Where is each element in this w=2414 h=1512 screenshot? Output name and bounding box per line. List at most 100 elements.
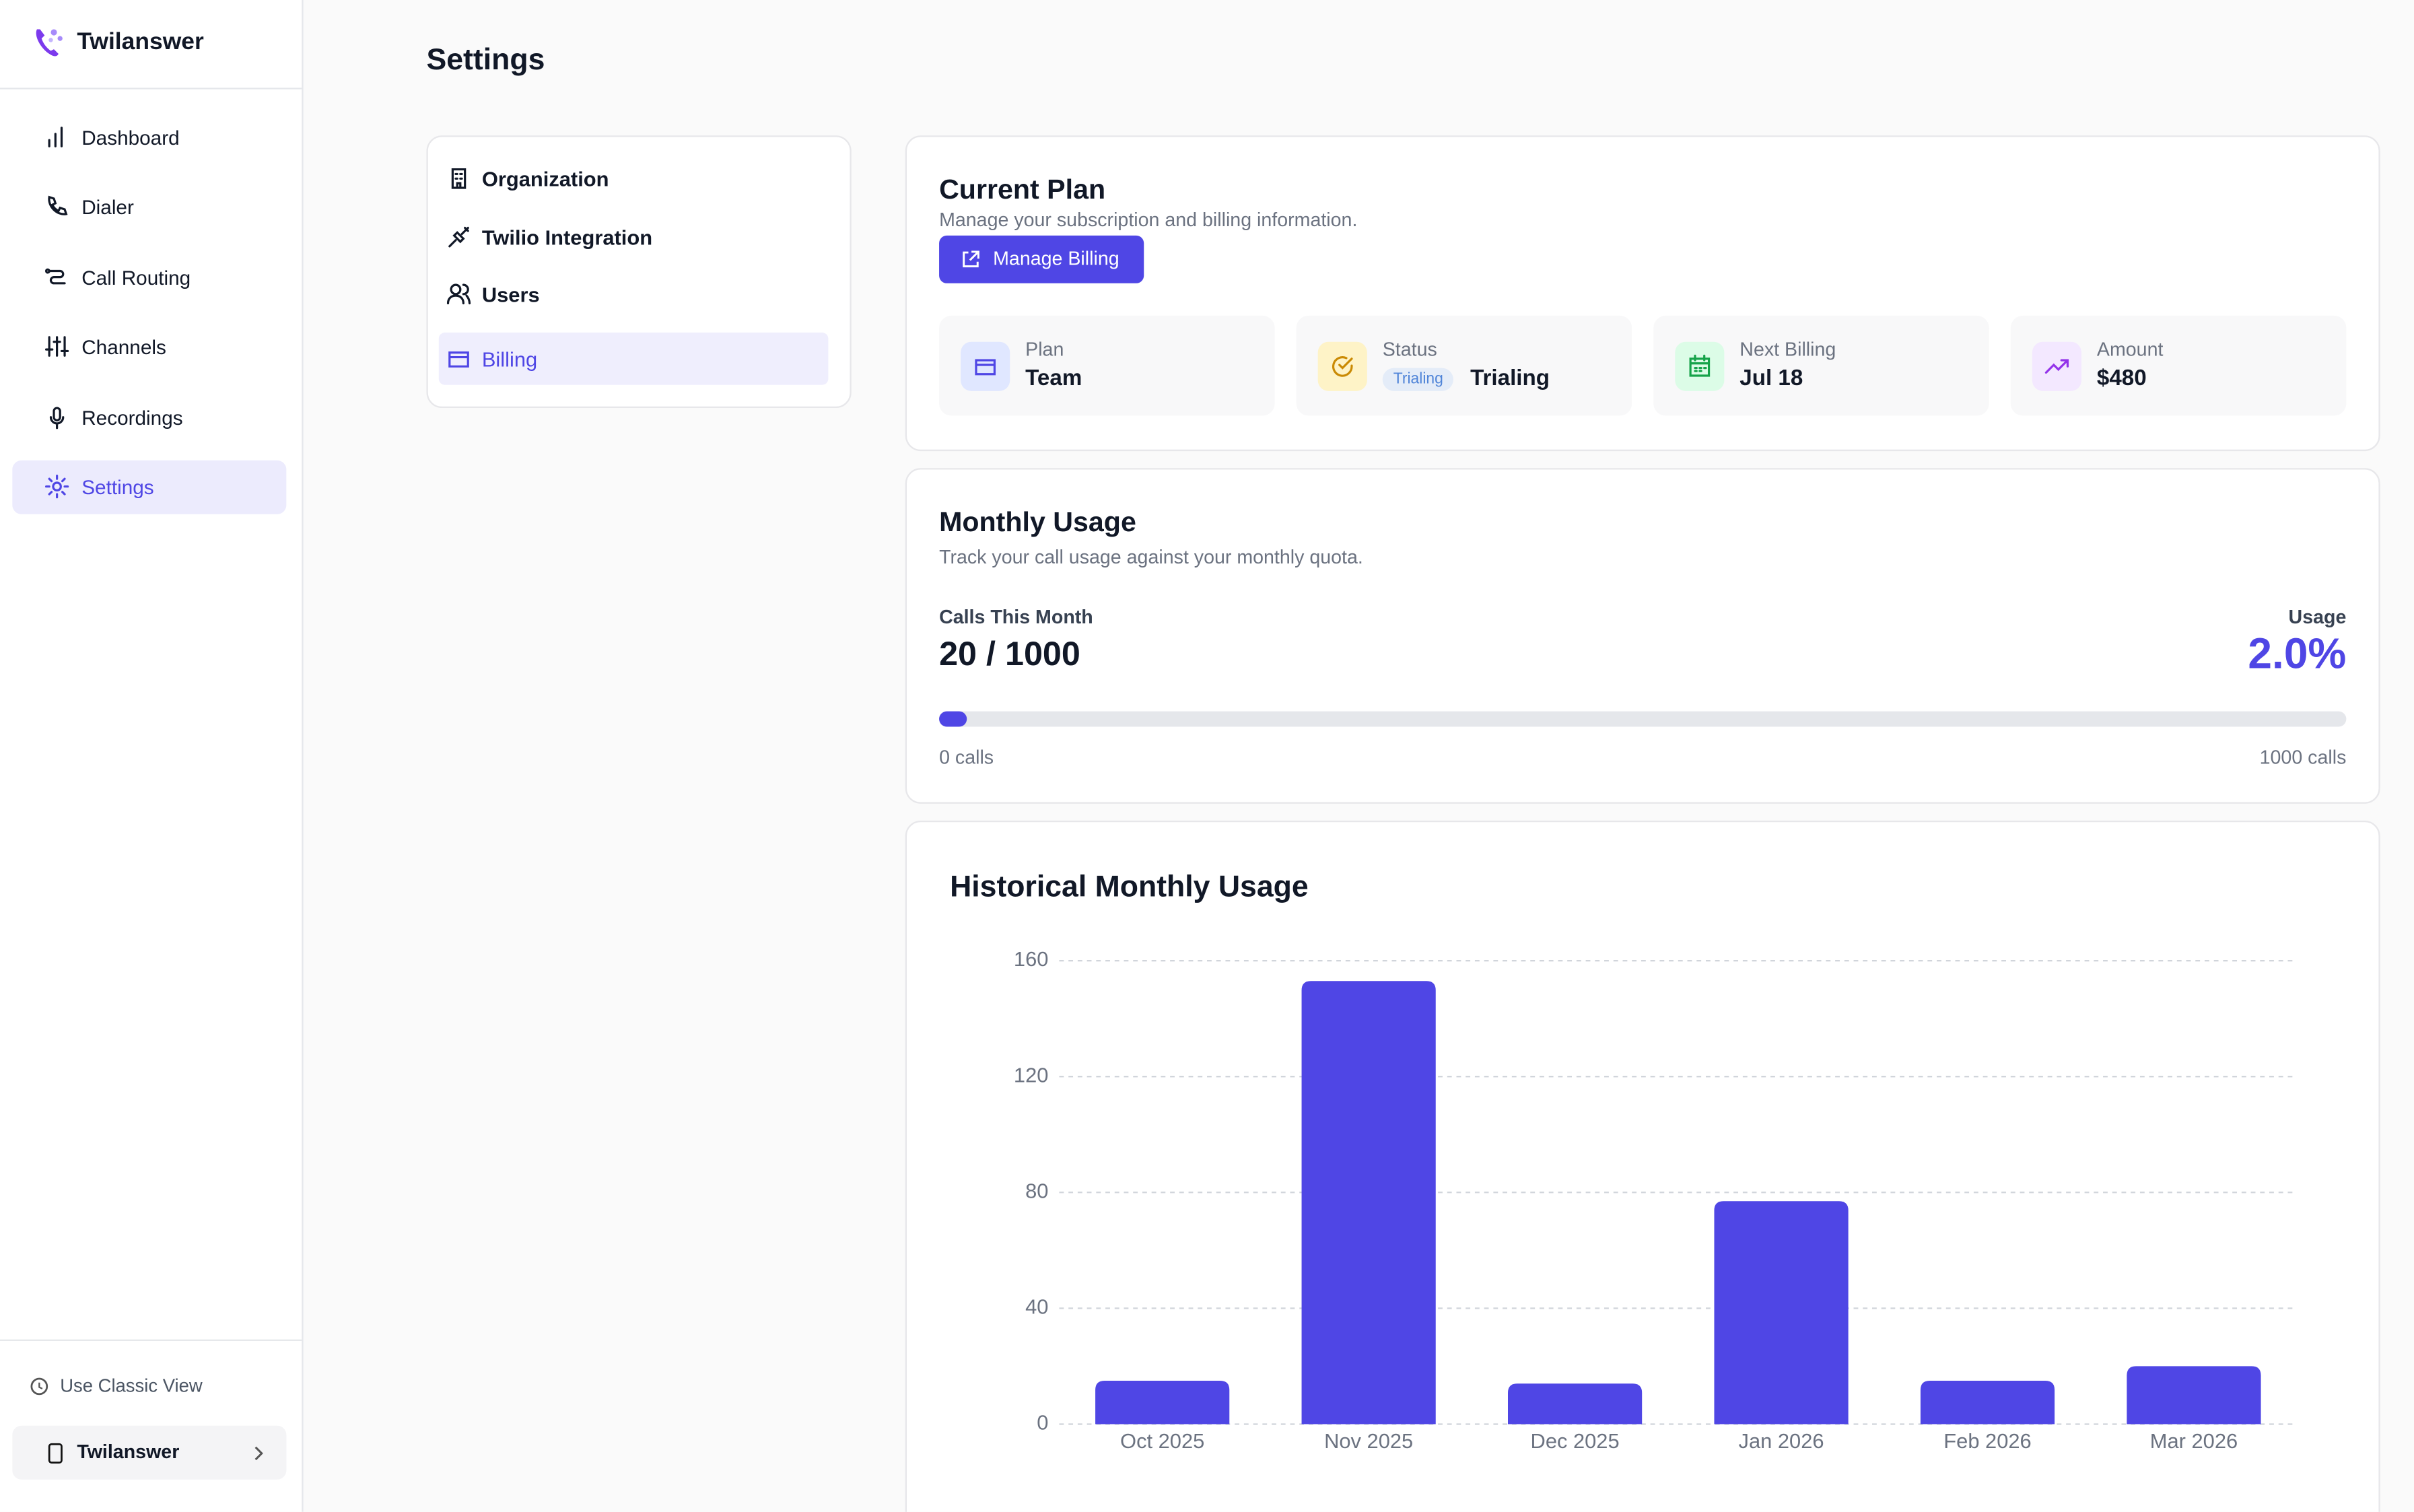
card-subtitle: Track your call usage against your month… <box>939 546 1363 568</box>
stat-label: Amount <box>2096 339 2164 361</box>
icon <box>1332 356 1353 377</box>
nav-item[interactable]: Recordings <box>12 391 286 445</box>
nav-item[interactable]: Settings <box>12 460 287 514</box>
bar <box>1920 1380 2055 1424</box>
chevron <box>254 1446 263 1461</box>
history-icon <box>30 1377 48 1396</box>
stat-icon <box>1317 341 1367 391</box>
card-title: Current Plan <box>939 174 1106 205</box>
icon <box>49 407 65 429</box>
icon <box>446 283 471 305</box>
scale-end: 1000 calls <box>2259 747 2347 769</box>
icon <box>45 268 66 285</box>
bar <box>1508 1383 1643 1424</box>
icon <box>448 226 469 248</box>
usage-label: Usage <box>2288 607 2347 629</box>
settings-tab[interactable]: Billing <box>438 332 829 385</box>
card-title: Monthly Usage <box>939 506 1136 538</box>
icon <box>48 195 68 215</box>
nav-item[interactable]: Channels <box>12 320 286 374</box>
stat-value: Trialing <box>1470 366 1550 391</box>
button-label: Manage Billing <box>993 248 1119 270</box>
icon <box>45 336 69 357</box>
bar <box>2127 1366 2261 1424</box>
sidebar: Twilanswer Use Classic View Twilanswer <box>0 0 304 1512</box>
nav-item[interactable]: Dashboard <box>12 111 286 165</box>
manage-billing-button[interactable]: Manage Billing <box>939 235 1144 283</box>
stat-label: Status <box>1382 339 1437 361</box>
account-name: Twilanswer <box>77 1441 180 1463</box>
x-tick-label: Jan 2026 <box>1739 1429 1824 1453</box>
icon <box>2044 359 2069 374</box>
status-badge: Trialing <box>1382 368 1454 391</box>
external-icon <box>963 250 979 268</box>
bar <box>1714 1201 1849 1424</box>
nav-label: Call Routing <box>81 266 191 289</box>
icon <box>451 168 467 189</box>
page-title: Settings <box>426 43 545 77</box>
stat-tile: Plan Team <box>939 315 1275 416</box>
nav-label: Settings <box>81 475 154 499</box>
y-tick-label: 80 <box>1025 1179 1048 1202</box>
divider <box>0 88 302 90</box>
chart-title: Historical Monthly Usage <box>950 870 1309 903</box>
stat-value: Team <box>1025 366 1082 391</box>
stat-value: $480 <box>2096 366 2147 391</box>
nav-label: Dashboard <box>81 126 180 149</box>
divider <box>0 1339 302 1341</box>
account-switcher[interactable]: Twilanswer <box>12 1425 287 1480</box>
stat-tile: Amount $480 <box>2010 315 2347 416</box>
icon <box>45 475 69 499</box>
y-tick-label: 40 <box>1025 1295 1048 1319</box>
settings-tab[interactable]: Users <box>439 268 829 320</box>
x-tick-label: Mar 2026 <box>2150 1429 2238 1453</box>
progress-fill <box>939 711 967 727</box>
stat-tile: Next Billing Jul 18 <box>1653 315 1989 416</box>
stat-icon <box>1675 341 1725 391</box>
monthly-usage-card: Monthly Usage Track your call usage agai… <box>905 468 2380 804</box>
tab-label: Users <box>481 282 540 306</box>
stat-tile: Status Trialing Trialing <box>1296 315 1632 416</box>
logo <box>36 29 63 57</box>
icon <box>448 351 469 368</box>
bar <box>1301 981 1436 1424</box>
icon <box>1689 354 1711 377</box>
progress-track <box>939 711 2347 727</box>
stat-label: Plan <box>1025 339 1064 361</box>
y-tick-label: 0 <box>1037 1411 1048 1435</box>
y-tick-label: 160 <box>1014 947 1048 971</box>
scale-start: 0 calls <box>939 747 994 769</box>
bar <box>1095 1380 1230 1424</box>
device-icon <box>48 1443 63 1464</box>
nav-item[interactable]: Call Routing <box>12 251 286 305</box>
x-tick-label: Nov 2025 <box>1324 1429 1413 1453</box>
x-tick-label: Feb 2026 <box>1943 1429 2031 1453</box>
y-tick-label: 120 <box>1014 1063 1048 1087</box>
nav-item[interactable]: Dialer <box>12 180 286 234</box>
nav-label: Dialer <box>81 195 134 219</box>
tab-label: Billing <box>481 347 538 371</box>
calls-label: Calls This Month <box>939 607 1093 629</box>
tab-label: Organization <box>481 167 609 191</box>
settings-tab[interactable]: Organization <box>439 152 829 205</box>
stat-icon <box>2032 341 2082 391</box>
x-tick-label: Oct 2025 <box>1120 1429 1204 1453</box>
card-subtitle: Manage your subscription and billing inf… <box>939 209 1358 232</box>
icon <box>975 359 996 376</box>
nav-label: Channels <box>81 335 166 359</box>
brand: Twilanswer <box>77 29 204 56</box>
stat-value: Jul 18 <box>1739 366 1803 391</box>
usage-value: 2.0% <box>2248 629 2347 678</box>
calls-value: 20 / 1000 <box>939 634 1080 673</box>
stat-icon <box>961 341 1010 391</box>
nav-label: Recordings <box>81 406 183 430</box>
tab-label: Twilio Integration <box>481 226 653 249</box>
settings-tab[interactable]: Twilio Integration <box>439 211 829 263</box>
icon <box>48 127 63 147</box>
x-tick-label: Dec 2025 <box>1531 1429 1620 1453</box>
stat-label: Next Billing <box>1739 339 1836 361</box>
classic-view-link[interactable]: Use Classic View <box>60 1375 203 1397</box>
